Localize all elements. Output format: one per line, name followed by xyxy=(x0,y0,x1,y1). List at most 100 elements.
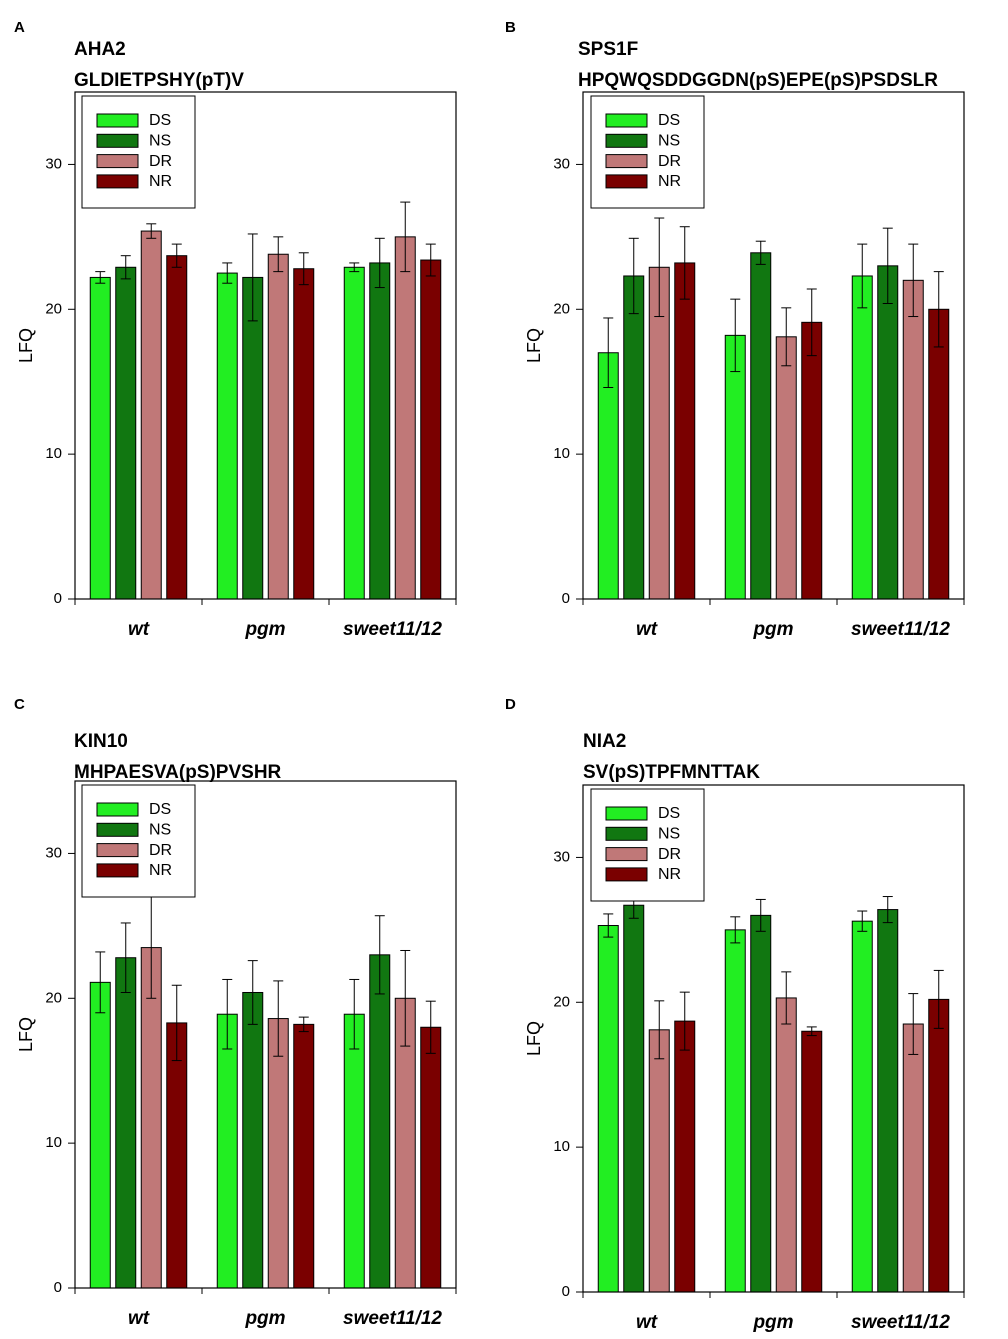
x-category-label: sweet11/12 xyxy=(851,1312,950,1333)
bar-ns-3 xyxy=(877,909,899,1293)
chart-panel-c: C KIN10 MHPAESVA(pS)PVSHR 0 10 20 30 LFQ wt pgm sw… xyxy=(14,696,457,1329)
y-axis-label: LFQ xyxy=(16,1017,36,1052)
bar-ns-1 xyxy=(623,904,645,1293)
legend-swatch-nr xyxy=(96,863,139,878)
bar-ds-2 xyxy=(216,1013,238,1289)
bar-ns-2 xyxy=(750,252,772,600)
x-category-label: pgm xyxy=(244,1308,285,1329)
bar-nr-3 xyxy=(928,308,950,600)
legend-label-ns: NS xyxy=(149,822,171,839)
bar-nr-3 xyxy=(928,998,950,1293)
legend-box xyxy=(81,784,196,898)
legend-swatch-nr xyxy=(605,867,648,882)
bar-ns-3 xyxy=(369,262,391,600)
legend-swatch-dr xyxy=(96,843,139,858)
legend-swatch-ds xyxy=(605,806,648,821)
chart-subtitle: GLDIETPSHY(pT)V xyxy=(74,70,244,91)
bar-nr-2 xyxy=(293,268,315,600)
panel-label: D xyxy=(505,696,516,713)
y-tick-label: 10 xyxy=(45,445,62,462)
bar-ds-1 xyxy=(89,981,111,1289)
y-tick-label: 0 xyxy=(562,590,570,607)
legend-label-nr: NR xyxy=(658,866,681,883)
legend-swatch-ds xyxy=(96,113,139,128)
legend-swatch-ns xyxy=(605,133,648,148)
legend-label-nr: NR xyxy=(149,862,172,879)
chart-title: SPS1F xyxy=(578,39,638,60)
bar-ds-2 xyxy=(724,929,746,1293)
x-category-label: sweet11/12 xyxy=(343,619,442,640)
bar-nr-2 xyxy=(293,1023,315,1289)
legend-box xyxy=(590,95,705,209)
bar-ds-3 xyxy=(343,266,365,600)
panel-label: B xyxy=(505,19,516,36)
chart-panel-a: A AHA2 GLDIETPSHY(pT)V 0 10 20 30 LFQ wt pgm sweet… xyxy=(14,19,457,640)
legend-swatch-ns xyxy=(605,826,648,841)
bar-nr-1 xyxy=(166,1022,188,1289)
x-category-label: pgm xyxy=(752,619,793,640)
bar-ds-3 xyxy=(851,275,873,600)
bar-ds-2 xyxy=(216,272,238,600)
y-axis-label: LFQ xyxy=(524,328,544,363)
y-tick-label: 30 xyxy=(553,848,570,865)
legend-label-ds: DS xyxy=(149,112,171,129)
bar-dr-2 xyxy=(267,253,289,600)
bar-ds-1 xyxy=(89,276,111,600)
legend-label-ns: NS xyxy=(149,133,171,150)
legend-swatch-dr xyxy=(605,847,648,862)
bar-ns-2 xyxy=(750,914,772,1293)
legend-label-nr: NR xyxy=(658,173,681,190)
x-category-label: sweet11/12 xyxy=(343,1308,442,1329)
legend-label-dr: DR xyxy=(149,842,172,859)
legend-swatch-ns xyxy=(96,133,139,148)
bar-dr-3 xyxy=(394,236,416,600)
bar-ds-3 xyxy=(851,920,873,1293)
bar-ds-1 xyxy=(597,352,619,600)
legend: DS NS DR NR xyxy=(81,95,196,209)
legend-swatch-nr xyxy=(605,174,648,189)
y-tick-label: 20 xyxy=(553,300,570,317)
panel-label: A xyxy=(14,19,25,36)
y-tick-label: 0 xyxy=(562,1283,570,1300)
x-category-label: sweet11/12 xyxy=(851,619,950,640)
plot-frame xyxy=(582,784,965,1293)
plot-frame xyxy=(582,91,965,600)
bar-ns-1 xyxy=(115,957,137,1289)
bar-dr-2 xyxy=(267,1018,289,1289)
legend: DS NS DR NR xyxy=(81,784,196,898)
y-tick-label: 10 xyxy=(553,1138,570,1155)
bar-dr-3 xyxy=(902,279,924,600)
bar-nr-1 xyxy=(674,262,696,600)
bar-ds-3 xyxy=(343,1013,365,1289)
legend-label-ns: NS xyxy=(658,133,680,150)
y-tick-label: 20 xyxy=(553,993,570,1010)
x-category-label: wt xyxy=(128,1308,150,1329)
bar-dr-2 xyxy=(775,336,797,600)
bar-ns-3 xyxy=(369,954,391,1289)
legend-label-dr: DR xyxy=(149,153,172,170)
legend-swatch-ds xyxy=(96,802,139,817)
bar-nr-2 xyxy=(801,321,823,600)
x-category-label: pgm xyxy=(244,619,285,640)
chart-subtitle: HPQWQSDDGGDN(pS)EPE(pS)PSDSLR xyxy=(578,70,938,91)
plot-frame xyxy=(74,780,457,1289)
legend: DS NS DR NR xyxy=(590,788,705,902)
x-category-label: wt xyxy=(636,619,658,640)
bar-nr-1 xyxy=(166,255,188,600)
legend-label-ds: DS xyxy=(658,112,680,129)
bar-ns-2 xyxy=(242,276,264,600)
chart-panel-b: B SPS1F HPQWQSDDGGDN(pS)EPE(pS)PSDSLR 0 10 20… xyxy=(505,19,965,640)
chart-panel-d: D NIA2 SV(pS)TPFMNTTAK 0 10 20 30 LFQ wt pgm sweet… xyxy=(505,696,965,1333)
y-axis-label: LFQ xyxy=(16,328,36,363)
legend: DS NS DR NR xyxy=(590,95,705,209)
legend-swatch-ds xyxy=(605,113,648,128)
legend-swatch-ns xyxy=(96,822,139,837)
chart-title: KIN10 xyxy=(74,731,128,752)
y-tick-label: 10 xyxy=(45,1134,62,1151)
plot-frame xyxy=(74,91,457,600)
bar-dr-3 xyxy=(902,1023,924,1293)
bar-ds-1 xyxy=(597,925,619,1293)
x-category-label: wt xyxy=(128,619,150,640)
chart-subtitle: SV(pS)TPFMNTTAK xyxy=(583,762,760,783)
bar-nr-1 xyxy=(674,1020,696,1293)
